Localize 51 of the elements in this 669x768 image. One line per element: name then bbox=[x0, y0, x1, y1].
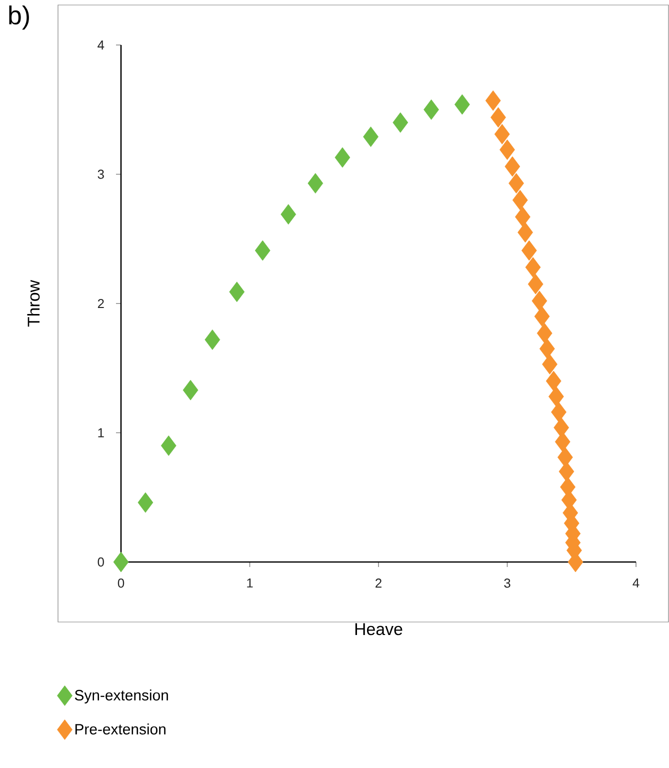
x-tick-label: 1 bbox=[247, 578, 253, 588]
point bbox=[490, 107, 506, 128]
point bbox=[534, 306, 550, 327]
y-tick-label: 2 bbox=[98, 298, 104, 308]
y-tick-label: 0 bbox=[98, 557, 104, 567]
point bbox=[204, 329, 220, 350]
x-tick-label: 2 bbox=[376, 578, 382, 588]
point bbox=[512, 190, 528, 210]
point bbox=[508, 173, 524, 194]
point bbox=[485, 90, 501, 111]
x-tick-label: 3 bbox=[504, 578, 510, 588]
y-tick-label: 3 bbox=[98, 170, 104, 179]
point bbox=[532, 290, 548, 312]
point bbox=[554, 417, 570, 438]
point bbox=[528, 274, 544, 294]
point bbox=[392, 112, 408, 133]
y-tick-label: 4 bbox=[98, 40, 104, 50]
point bbox=[182, 380, 198, 400]
legend-label: Pre-extension bbox=[75, 724, 166, 734]
point bbox=[494, 124, 510, 144]
x-tick-label: 0 bbox=[118, 578, 124, 588]
point bbox=[280, 204, 296, 225]
point bbox=[546, 370, 562, 392]
point bbox=[113, 552, 129, 572]
point bbox=[363, 126, 378, 147]
text: b) bbox=[9, 6, 29, 30]
point bbox=[229, 282, 245, 302]
point bbox=[254, 240, 270, 261]
point bbox=[542, 354, 558, 374]
point bbox=[138, 492, 154, 513]
y-tick-label: 1 bbox=[98, 428, 104, 438]
point bbox=[160, 435, 176, 456]
point bbox=[308, 173, 324, 194]
y-axis-title: Throw bbox=[27, 280, 40, 327]
legend-label: Syn-extension bbox=[74, 690, 168, 704]
point bbox=[334, 147, 350, 168]
point bbox=[454, 94, 470, 115]
point bbox=[424, 99, 439, 120]
x-tick-label: 4 bbox=[632, 578, 640, 588]
point bbox=[554, 432, 570, 452]
point bbox=[504, 156, 520, 177]
point bbox=[525, 257, 541, 278]
x-axis-title: Heave bbox=[355, 623, 402, 636]
point bbox=[515, 206, 530, 228]
point bbox=[500, 139, 515, 160]
point bbox=[518, 222, 533, 243]
point bbox=[551, 402, 566, 422]
point bbox=[521, 240, 537, 261]
point bbox=[548, 386, 564, 407]
point bbox=[539, 338, 555, 359]
point bbox=[536, 323, 552, 344]
